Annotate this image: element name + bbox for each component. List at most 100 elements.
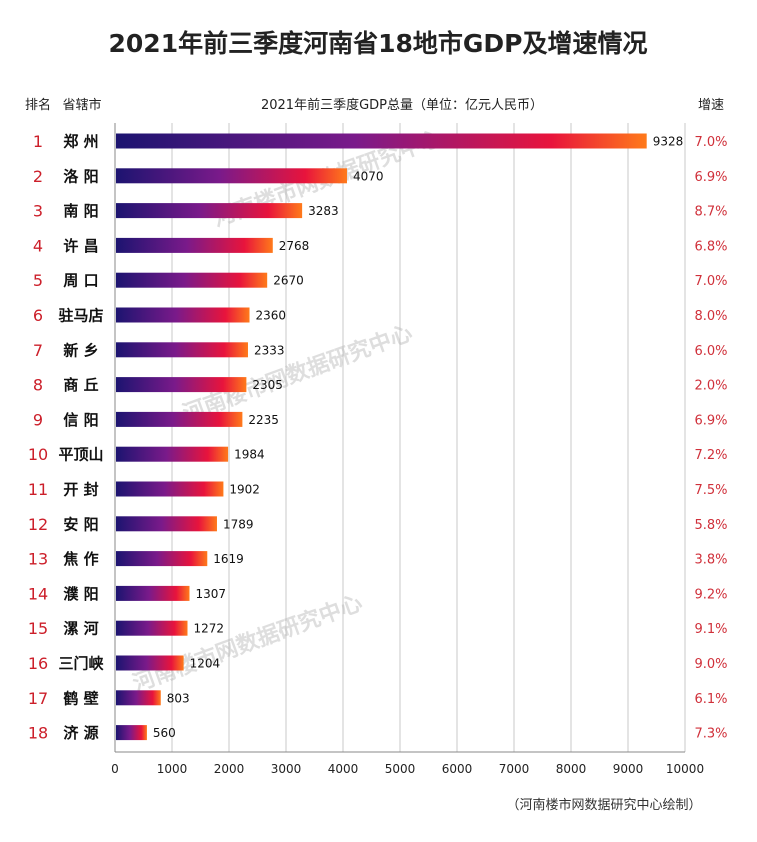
rank-label: 2 [33, 167, 43, 186]
growth-rate-label: 6.9% [694, 170, 727, 185]
bar-value-label: 803 [167, 691, 190, 705]
city-label: 济 源 [63, 724, 98, 742]
bar [116, 377, 247, 393]
growth-rate-label: 7.0% [694, 135, 727, 150]
rank-label: 11 [28, 480, 48, 499]
bar [116, 446, 229, 462]
rank-label: 8 [33, 376, 43, 395]
bar [116, 585, 190, 601]
city-label: 开 封 [63, 481, 98, 499]
rank-label: 15 [28, 619, 48, 638]
source-note: （河南楼市网数据研究中心绘制） [506, 797, 701, 813]
bar [116, 307, 250, 323]
bar [116, 516, 217, 532]
rank-label: 10 [28, 445, 48, 464]
bar-value-label: 2670 [273, 274, 304, 288]
growth-rate-label: 6.0% [694, 344, 727, 359]
growth-rate-label: 7.0% [694, 274, 727, 289]
bar [116, 481, 224, 497]
row-labels: 9328 1 郑 州 7.0% 4070 2 洛 阳 6.9% 3283 3 南 阳 8.7% 2768… [28, 132, 728, 743]
bar-value-label: 1789 [223, 517, 254, 531]
x-tick-label: 4000 [328, 762, 359, 776]
bar-value-label: 4070 [353, 169, 384, 183]
bar [116, 620, 188, 636]
growth-rate-label: 8.0% [694, 309, 727, 324]
growth-rate-label: 9.1% [694, 622, 727, 637]
growth-rate-label: 3.8% [694, 553, 727, 568]
rank-label: 1 [33, 132, 43, 151]
bar-value-label: 1902 [229, 483, 260, 497]
x-axis: 0 1000 2000 3000 4000 5000 6000 7000 8000 9000 100… [111, 751, 704, 776]
x-tick-label: 7000 [499, 762, 530, 776]
city-label: 焦 作 [62, 550, 98, 568]
watermark-text: 河南楼市网数据研究中心 [179, 320, 415, 427]
x-tick-label: 0 [111, 762, 119, 776]
growth-rate-label: 6.9% [694, 413, 727, 428]
bar [116, 725, 147, 741]
rank-label: 4 [33, 236, 43, 255]
bar-value-label: 2768 [279, 239, 310, 253]
bar-value-label: 1619 [213, 552, 244, 566]
watermark-text: 河南楼市网数据研究中心 [129, 590, 365, 697]
rank-label: 9 [33, 410, 43, 429]
x-tick-label: 1000 [157, 762, 188, 776]
city-label: 洛 阳 [63, 167, 98, 185]
city-label: 新 乡 [63, 341, 98, 359]
growth-rate-label: 6.8% [694, 239, 727, 254]
city-label: 周 口 [63, 272, 98, 290]
x-tick-label: 8000 [556, 762, 587, 776]
city-label: 驻马店 [58, 307, 103, 325]
bar [116, 237, 273, 253]
bar-value-label: 2235 [248, 413, 279, 427]
x-tick-label: 10000 [666, 762, 704, 776]
bar-value-label: 2360 [256, 309, 287, 323]
rank-label: 6 [33, 306, 43, 325]
bar [116, 690, 161, 706]
city-label: 三门峡 [58, 655, 104, 673]
x-tick-label: 9000 [613, 762, 644, 776]
growth-rate-label: 5.8% [694, 518, 727, 533]
city-label: 濮 阳 [63, 585, 98, 603]
city-label: 漯 河 [63, 620, 98, 638]
city-column-header: 省辖市 [62, 97, 101, 113]
city-label: 安 阳 [63, 515, 98, 533]
bar-value-label: 9328 [653, 135, 684, 149]
growth-rate-label: 7.5% [694, 483, 727, 498]
bar [116, 272, 268, 288]
city-label: 信 阳 [63, 411, 98, 429]
city-label: 郑 州 [63, 133, 98, 151]
rank-label: 7 [33, 341, 43, 360]
city-label: 平顶山 [58, 446, 103, 464]
city-label: 南 阳 [63, 202, 98, 220]
bar [116, 203, 303, 219]
x-tick-label: 5000 [385, 762, 416, 776]
city-label: 鹤 壁 [63, 689, 98, 707]
rank-label: 14 [28, 584, 48, 603]
rank-label: 5 [33, 271, 43, 290]
bar-value-label: 2333 [254, 343, 285, 357]
bar-value-label: 1272 [194, 622, 225, 636]
rank-label: 18 [28, 724, 48, 743]
growth-column-header: 增速 [698, 98, 724, 113]
bar-value-label: 3283 [308, 204, 339, 218]
bar [116, 133, 647, 149]
x-tick-label: 2000 [214, 762, 245, 776]
rank-label: 13 [28, 550, 48, 569]
growth-rate-label: 2.0% [694, 379, 727, 394]
chart-title: 2021年前三季度河南省18地市GDP及增速情况 [109, 29, 648, 58]
bar [116, 342, 248, 358]
bar-value-label: 1984 [234, 448, 265, 462]
bar-value-label: 1204 [190, 657, 221, 671]
bar-value-label: 1307 [195, 587, 226, 601]
bar [116, 411, 243, 427]
x-tick-label: 3000 [271, 762, 302, 776]
bar [116, 551, 208, 567]
rank-label: 16 [28, 654, 48, 673]
city-label: 许 昌 [63, 237, 98, 255]
growth-rate-label: 9.0% [694, 657, 727, 672]
gridlines [114, 123, 686, 752]
rank-label: 3 [33, 202, 43, 221]
rank-column-header: 排名 [25, 97, 51, 113]
bar [116, 655, 184, 671]
